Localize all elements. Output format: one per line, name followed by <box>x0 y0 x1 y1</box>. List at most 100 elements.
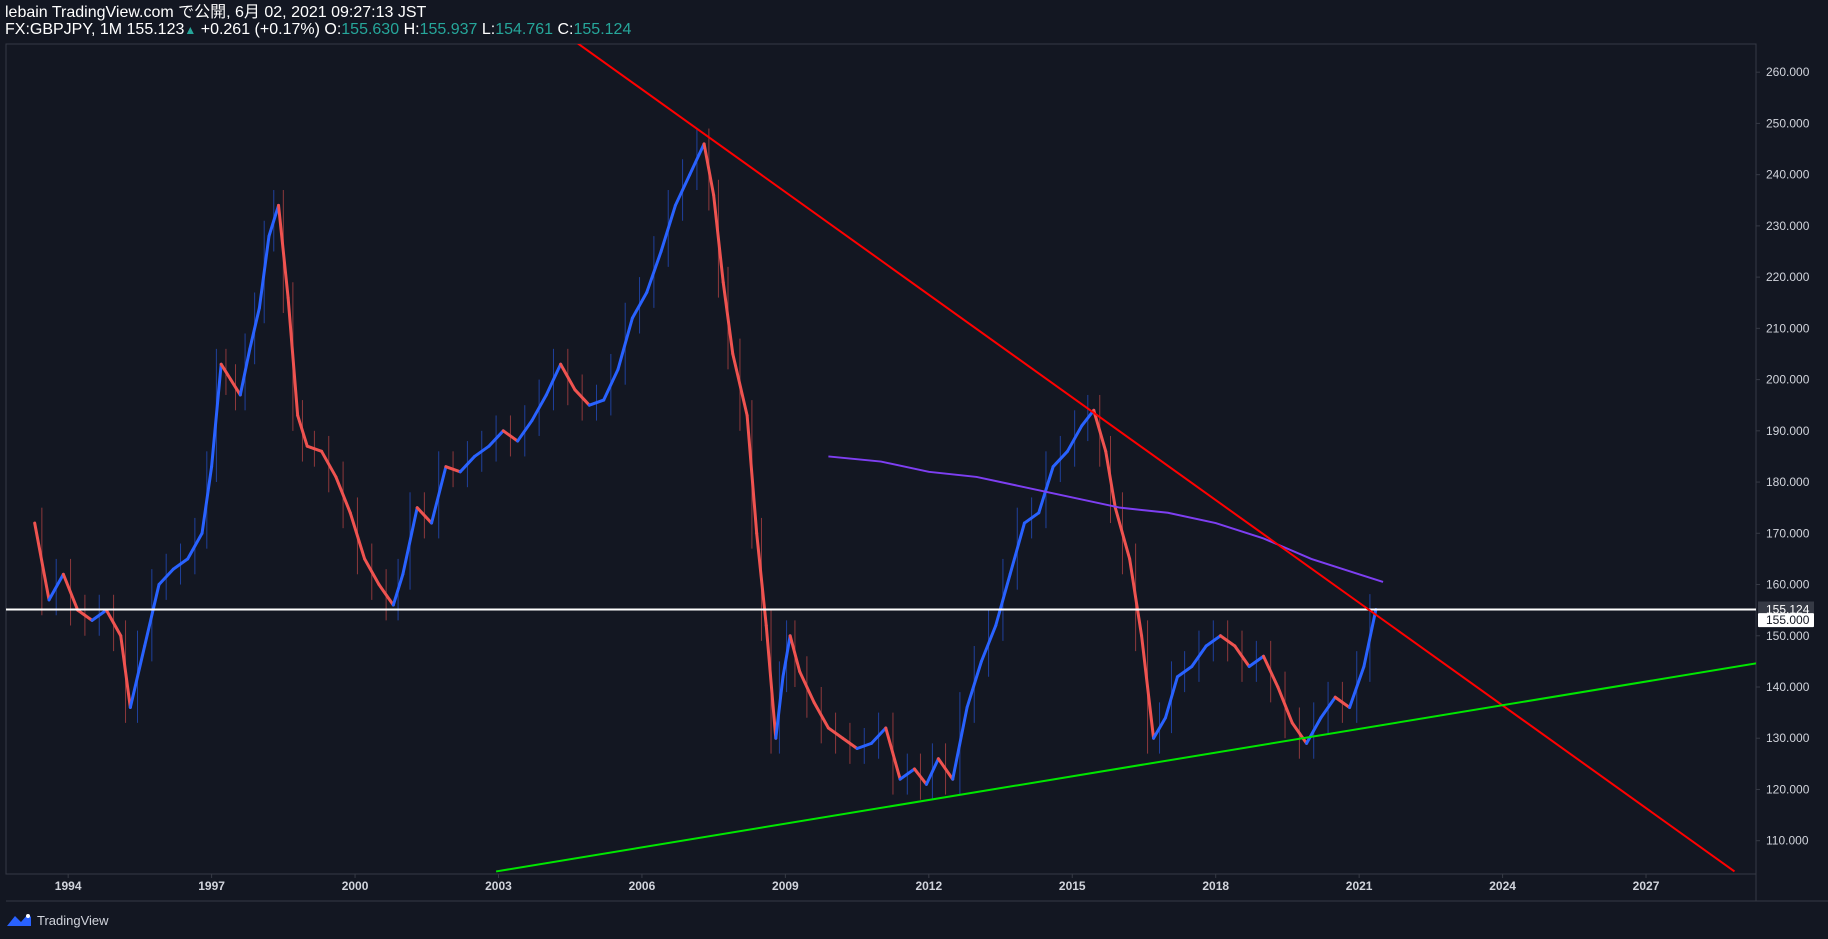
price-segment <box>391 572 405 607</box>
up-arrow-icon: ▲ <box>184 23 197 37</box>
x-tick-label: 2012 <box>915 879 942 893</box>
symbol-label[interactable]: FX:GBPJPY, 1M <box>5 21 123 38</box>
price-segment <box>267 203 281 238</box>
price-segment <box>33 521 51 602</box>
price-segment <box>841 736 859 750</box>
price-segment <box>659 203 677 253</box>
price-segment <box>721 280 735 356</box>
x-tick-label: 2021 <box>1346 879 1373 893</box>
y-tick-label: 140.000 <box>1766 680 1810 694</box>
y-tick-label: 120.000 <box>1766 782 1810 796</box>
x-tick-label: 2024 <box>1489 879 1516 893</box>
last-price: 155.123 <box>126 21 185 38</box>
price-segment <box>1362 608 1378 668</box>
last-price-badge <box>1758 601 1814 617</box>
x-tick-label: 2009 <box>772 879 799 893</box>
price-segment <box>712 193 725 284</box>
open-label: O: <box>324 21 342 38</box>
price-segment <box>444 465 462 474</box>
publish-info: lebain TradingView.com で公開, 6月 02, 2021 … <box>5 4 427 21</box>
price-segment <box>951 705 969 781</box>
price-segment <box>826 726 845 740</box>
price-segment <box>616 316 634 371</box>
price-segment <box>1113 506 1132 561</box>
y-tick-label: 250.000 <box>1766 116 1810 130</box>
price-segment <box>348 511 367 561</box>
price-segment <box>47 572 65 602</box>
price-segment <box>219 362 233 382</box>
price-segment <box>501 429 520 443</box>
price-segment <box>1305 716 1323 745</box>
price-segment <box>1051 449 1069 469</box>
price-segment <box>745 413 759 535</box>
close-label: C: <box>557 21 574 38</box>
price-segment <box>1140 634 1156 740</box>
moving-average-line <box>828 455 1384 583</box>
y-tick-label: 170.000 <box>1766 526 1810 540</box>
price-segment <box>924 757 940 786</box>
price-segment <box>812 700 830 730</box>
y-tick-label: 150.000 <box>1766 629 1810 643</box>
price-segment <box>1152 716 1167 740</box>
price-segment <box>1104 449 1117 510</box>
price-segment <box>587 398 606 407</box>
price-segment <box>286 296 300 417</box>
x-tick-label: 2027 <box>1633 879 1660 893</box>
close-value: 155.124 <box>573 21 632 38</box>
price-segment <box>257 234 271 310</box>
price-segment <box>143 583 161 648</box>
price-segment <box>869 726 888 745</box>
price-segment <box>602 367 620 402</box>
price-segment <box>90 608 108 622</box>
plot-area-border <box>5 43 1757 875</box>
price-segment <box>1218 634 1237 648</box>
price-segment <box>516 419 534 443</box>
price-segment <box>104 608 123 638</box>
price-segment <box>1319 695 1337 720</box>
x-tick-label: 1994 <box>55 879 82 893</box>
price-segment <box>788 634 802 674</box>
price-segment <box>1348 665 1366 709</box>
price-segment <box>673 173 692 207</box>
y-tick-label: 180.000 <box>1766 475 1810 489</box>
footer-brand[interactable]: TradingView <box>6 909 109 931</box>
price-segment <box>76 608 94 622</box>
price-segment <box>430 465 448 525</box>
price-segment <box>898 767 916 781</box>
price-segment <box>119 634 132 709</box>
price-segment <box>630 290 649 320</box>
price-segment <box>1247 654 1266 668</box>
low-value: 154.761 <box>495 21 554 38</box>
price-segment <box>377 583 395 607</box>
price-segment <box>702 142 716 197</box>
price-segment <box>855 741 873 750</box>
price-segment <box>994 572 1012 628</box>
price-segment <box>277 203 290 300</box>
price-segment <box>573 388 591 407</box>
price-segment <box>764 624 778 740</box>
y-tick-label: 220.000 <box>1766 270 1810 284</box>
price-segment <box>229 378 242 397</box>
y-tick-label: 190.000 <box>1766 424 1810 438</box>
price-segment <box>965 659 983 709</box>
price-segment <box>473 444 491 458</box>
price-segment <box>530 393 548 423</box>
price-segment <box>238 347 252 397</box>
price-segment <box>1080 408 1096 428</box>
support-trendline[interactable] <box>495 646 1828 873</box>
price-segment <box>912 767 928 786</box>
price-segment <box>415 506 434 525</box>
tradingview-brand: TradingView <box>37 912 109 928</box>
price-segment <box>1190 644 1208 668</box>
y-tick-label: 130.000 <box>1766 731 1810 745</box>
price-segment <box>186 531 204 561</box>
resistance-trendline[interactable] <box>575 41 1736 873</box>
hline-price-badge <box>1758 613 1814 628</box>
price-segment <box>1204 634 1222 648</box>
price-segment <box>884 726 902 781</box>
price-segment <box>1175 665 1194 679</box>
price-segment <box>363 557 381 587</box>
price-segment <box>559 362 577 392</box>
price-segment <box>688 142 706 177</box>
